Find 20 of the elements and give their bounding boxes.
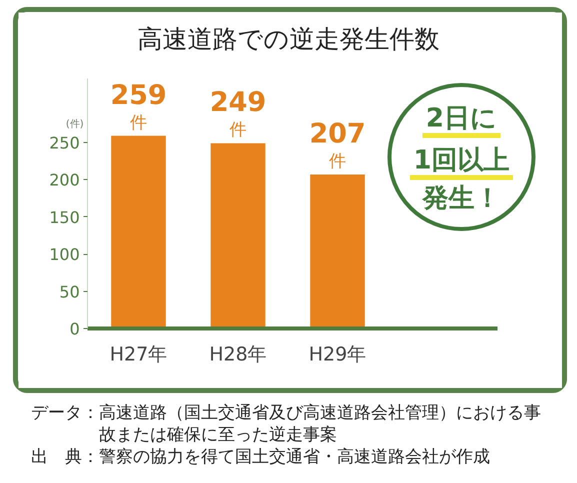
bar: [111, 136, 166, 328]
x-tick-label: H29年: [308, 344, 366, 366]
y-tick-label: 200: [49, 170, 80, 190]
data-label: 249 件: [210, 87, 266, 140]
y-tick-label: 150: [49, 208, 80, 227]
y-axis-title: (件): [66, 118, 84, 130]
text: 出 典：警察の協力を得て国土交通省・高速道路会社が作成: [31, 446, 491, 468]
x-tick-label: H27年: [110, 344, 168, 366]
x-tick-label: H28年: [209, 344, 267, 366]
data-label: 207 件: [309, 118, 366, 172]
text: 2日に1回以上発生！: [413, 104, 510, 214]
y-tick-label: 100: [49, 245, 80, 264]
chart-title: 高速道路での逆走発生件数: [138, 24, 440, 54]
y-tick-label: 250: [49, 133, 80, 152]
bar: [210, 143, 266, 328]
bar: [310, 174, 365, 328]
text: データ：高速道路（国土交通省及び高速道路会社管理）における事故または確保に至った逆走事案: [31, 402, 542, 446]
y-tick-label: 50: [59, 282, 80, 302]
y-tick-label: 0: [70, 320, 80, 338]
data-label: 259 件: [110, 80, 167, 133]
